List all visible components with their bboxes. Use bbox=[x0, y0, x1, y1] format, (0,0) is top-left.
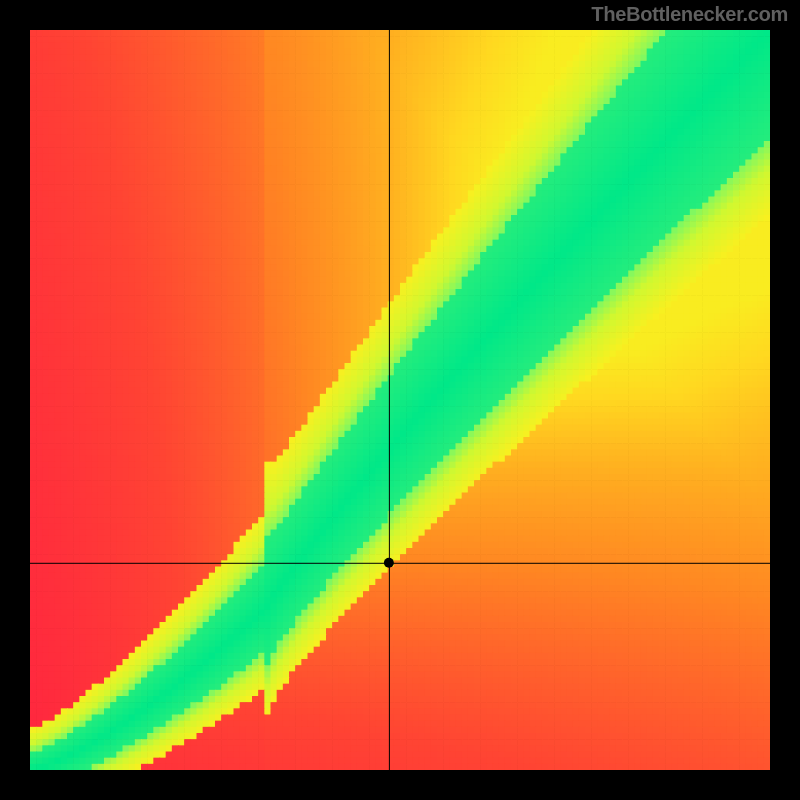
plot-area bbox=[30, 30, 770, 770]
chart-container: TheBottlenecker.com bbox=[0, 0, 800, 800]
watermark-text: TheBottlenecker.com bbox=[591, 4, 788, 27]
heatmap-canvas bbox=[30, 30, 770, 770]
